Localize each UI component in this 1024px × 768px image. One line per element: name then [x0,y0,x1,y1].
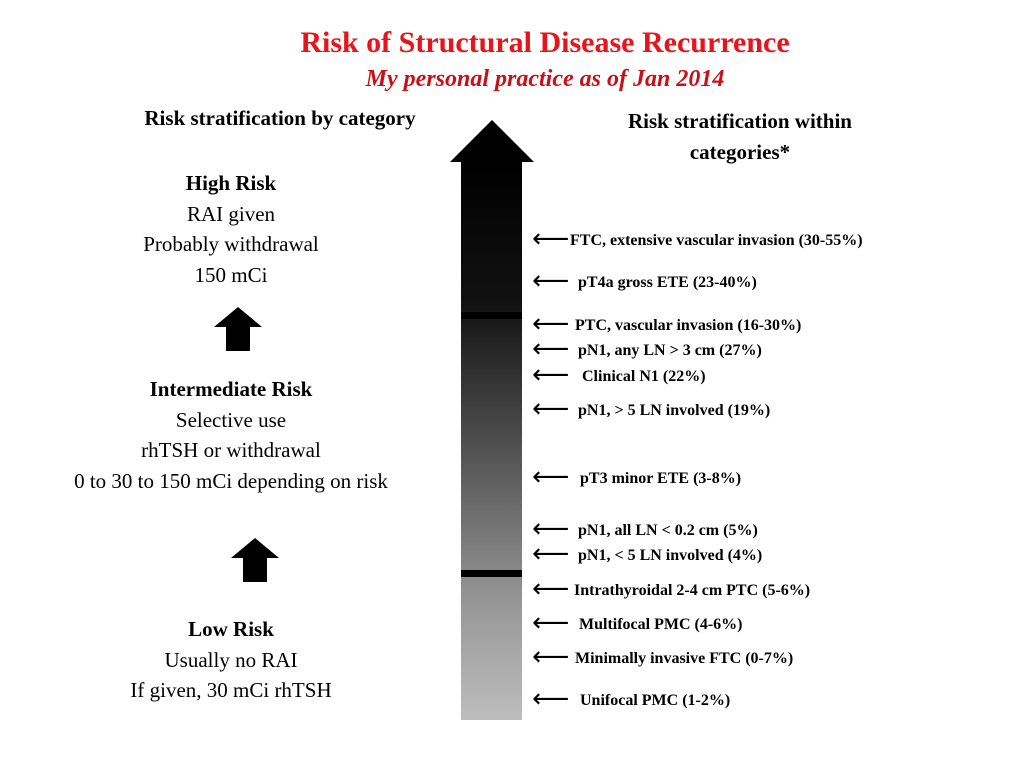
high-risk-block: High Risk RAI given Probably withdrawal … [0,168,462,290]
category-divider-low [461,570,522,577]
intermediate-risk-title: Intermediate Risk [149,377,313,401]
page-subtitle: My personal practice as of Jan 2014 [365,66,725,92]
risk-factor-label: Unifocal PMC (1-2%) [580,692,731,709]
risk-factor-label: pN1, any LN > 3 cm (27%) [578,342,762,359]
risk-factor-label: Multifocal PMC (4-6%) [579,616,743,633]
risk-factor-label: Minimally invasive FTC (0-7%) [575,650,794,667]
left-arrow-icon: ⟵ [532,684,570,714]
right-column-heading: Risk stratification within categories* [627,109,852,164]
up-arrow-icon [214,307,262,351]
low-risk-line: Usually no RAI [164,647,298,672]
risk-factor-label: PTC, vascular invasion (16-30%) [575,317,802,334]
risk-scale-arrow [448,120,536,720]
left-arrow-icon: ⟵ [532,266,570,296]
risk-factor-label: pT3 minor ETE (3-8%) [580,470,742,487]
high-risk-line: Probably withdrawal [143,232,319,256]
risk-gradient-bar [461,162,522,720]
category-divider-high [461,312,522,319]
intermediate-risk-line: rhTSH or withdrawal [141,438,321,462]
risk-factor-label: FTC, extensive vascular invasion (30-55%… [570,232,863,249]
high-risk-line: 150 mCi [194,262,268,287]
up-arrow-icon [231,538,279,582]
left-column-heading: Risk stratification by category [144,106,416,130]
left-arrow-icon: ⟵ [532,642,570,672]
low-risk-title: Low Risk [188,617,274,641]
left-arrow-icon: ⟵ [532,514,570,544]
left-arrow-icon: ⟵ [532,574,570,604]
intermediate-risk-line: Selective use [175,407,287,432]
left-arrow-icon: ⟵ [532,394,570,424]
risk-factor-label: Clinical N1 (22%) [582,368,706,385]
left-arrow-icon: ⟵ [532,309,570,339]
left-arrow-icon: ⟵ [532,539,570,569]
left-arrow-icon: ⟵ [532,224,570,254]
low-risk-line: If given, 30 mCi rhTSH [130,678,332,702]
left-arrow-icon: ⟵ [532,462,570,492]
low-risk-block: Low Risk Usually no RAI If given, 30 mCi… [0,614,462,706]
high-risk-line: RAI given [186,201,276,226]
risk-factor-label: pN1, > 5 LN involved (19%) [578,402,771,419]
left-arrow-icon: ⟵ [532,608,570,638]
risk-factor-label: Intrathyroidal 2-4 cm PTC (5-6%) [574,582,811,599]
arrowhead-up-icon [450,120,534,162]
intermediate-risk-line: 0 to 30 to 150 mCi depending on risk [74,468,388,493]
high-risk-title: High Risk [185,171,277,195]
left-arrow-icon: ⟵ [532,360,570,390]
intermediate-risk-block: Intermediate Risk Selective use rhTSH or… [0,374,462,496]
page-title: Risk of Structural Disease Recurrence [300,26,790,59]
left-arrow-icon: ⟵ [532,334,570,364]
risk-factor-label: pN1, all LN < 0.2 cm (5%) [578,522,758,539]
risk-factor-label: pN1, < 5 LN involved (4%) [578,547,763,564]
risk-factor-label: pT4a gross ETE (23-40%) [578,274,757,291]
